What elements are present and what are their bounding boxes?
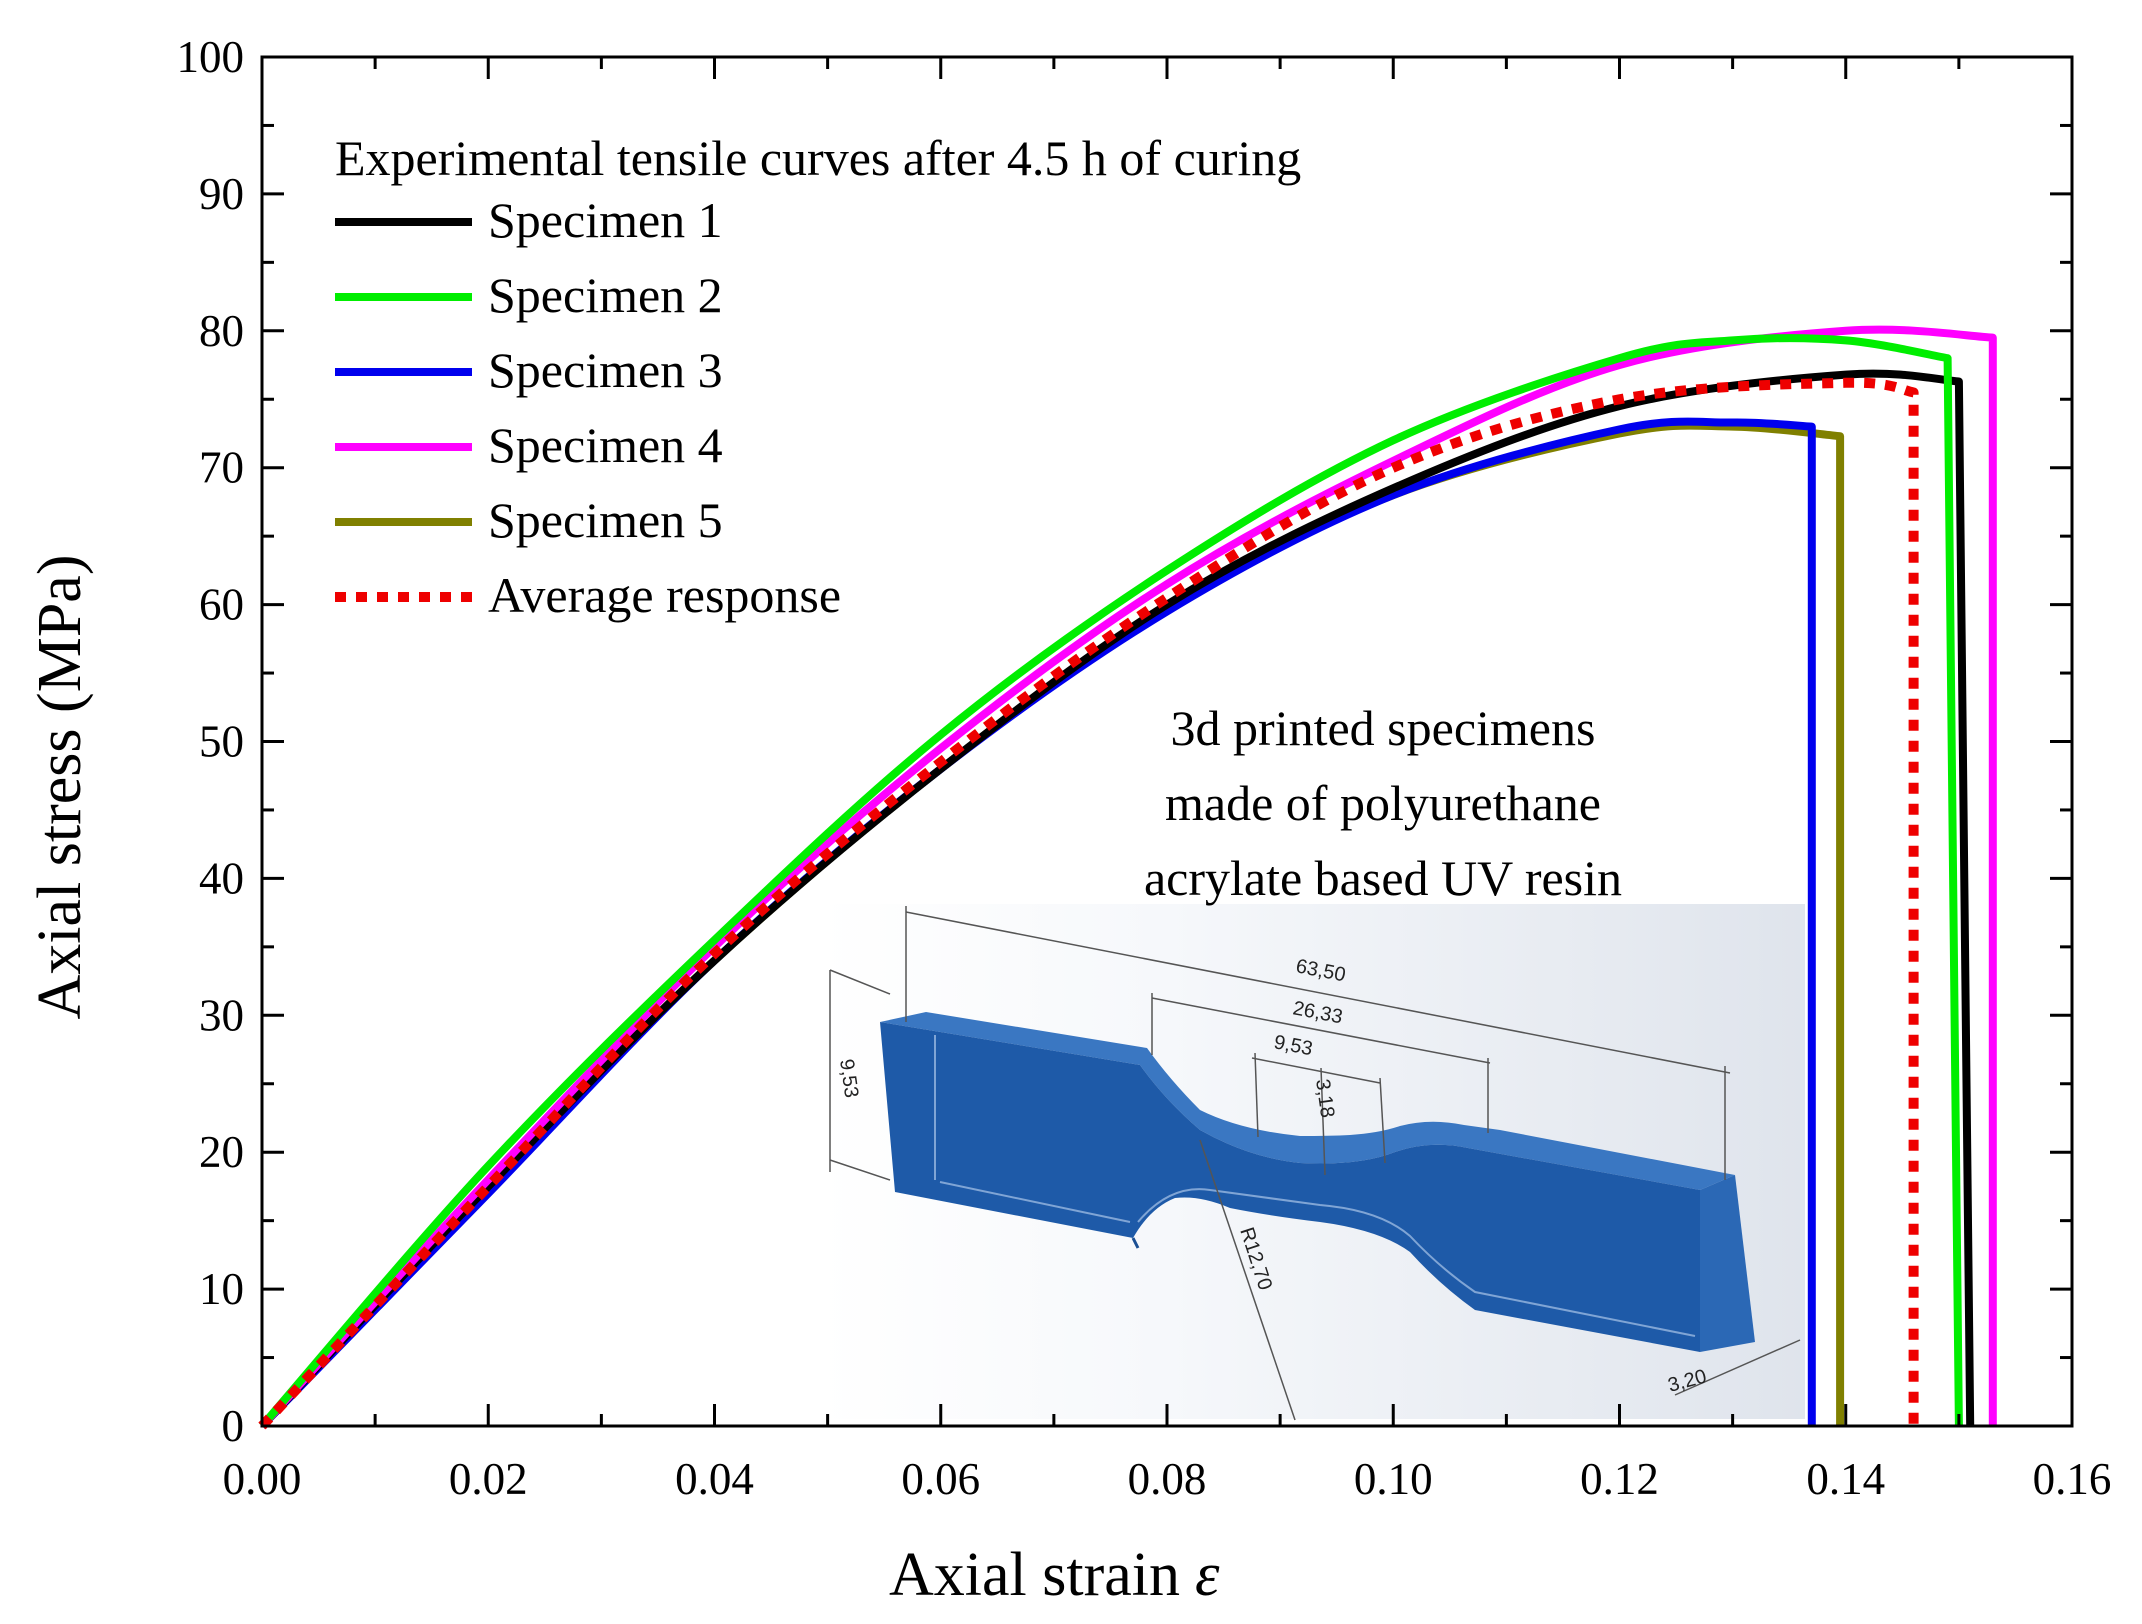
y-tick-label: 30: [199, 990, 244, 1040]
y-tick-label: 80: [199, 306, 244, 356]
series-line-2: [258, 334, 1963, 1429]
dogbone-end-face: [1700, 1175, 1755, 1352]
x-tick-label: 0.06: [901, 1454, 980, 1504]
legend: Experimental tensile curves after 4.5 h …: [335, 130, 1301, 623]
series-line-1: [259, 369, 1975, 1429]
x-axis: 0.00 0.02 0.04 0.06 0.08 0.10 0.12 0.14 0.16: [223, 57, 2112, 1504]
x-tick-label: 0.02: [449, 1454, 528, 1504]
dim-narrow-width: 3,18: [1311, 1078, 1338, 1120]
y-tick-label: 20: [199, 1127, 244, 1177]
y-tick-label: 90: [199, 169, 244, 219]
y-tick-label: 10: [199, 1264, 244, 1314]
x-tick-label: 0.10: [1354, 1454, 1433, 1504]
legend-label-3: Specimen 3: [488, 342, 723, 398]
dim-width: 9,53: [835, 1058, 862, 1100]
x-tick-label: 0.12: [1580, 1454, 1659, 1504]
x-tick-label: 0.04: [675, 1454, 754, 1504]
x-axis-symbol: ε: [1195, 1541, 1220, 1609]
specimen-inset: 63,50 26,33 9,53 9,53 3,18 R12,70 3,20: [820, 904, 1805, 1421]
series-layer: [258, 325, 1997, 1430]
y-axis: 0 10 20 30 40 50 60 70 80 90 100: [177, 32, 2072, 1451]
y-tick-label: 70: [199, 443, 244, 493]
annotation-line-3: acrylate based UV resin: [1144, 850, 1622, 906]
annotation-line-2: made of polyurethane: [1165, 775, 1601, 831]
y-tick-label: 0: [222, 1401, 245, 1451]
x-tick-label: 0.00: [223, 1454, 302, 1504]
y-tick-label: 50: [199, 717, 244, 767]
legend-title: Experimental tensile curves after 4.5 h …: [335, 130, 1301, 186]
x-tick-label: 0.14: [1806, 1454, 1885, 1504]
legend-label-1: Specimen 1: [488, 192, 723, 248]
legend-label-2: Specimen 2: [488, 267, 723, 323]
legend-label-6: Average response: [488, 567, 841, 623]
x-axis-title: Axial strain: [889, 1541, 1180, 1609]
legend-label-5: Specimen 5: [488, 492, 723, 548]
y-tick-label: 60: [199, 580, 244, 630]
annotation-line-1: 3d printed specimens: [1171, 700, 1596, 756]
dogbone-top-face: [880, 1012, 1735, 1190]
x-tick-label: 0.08: [1128, 1454, 1207, 1504]
y-axis-title: Axial stress (MPa): [26, 555, 94, 1020]
y-tick-label: 40: [199, 853, 244, 903]
dogbone-front-face: [880, 1022, 1700, 1352]
x-tick-label: 0.16: [2033, 1454, 2112, 1504]
annotation: 3d printed specimens made of polyurethan…: [1144, 700, 1622, 906]
legend-label-4: Specimen 4: [488, 417, 723, 473]
y-tick-label: 100: [177, 32, 245, 82]
series-line-6: [258, 377, 1919, 1430]
